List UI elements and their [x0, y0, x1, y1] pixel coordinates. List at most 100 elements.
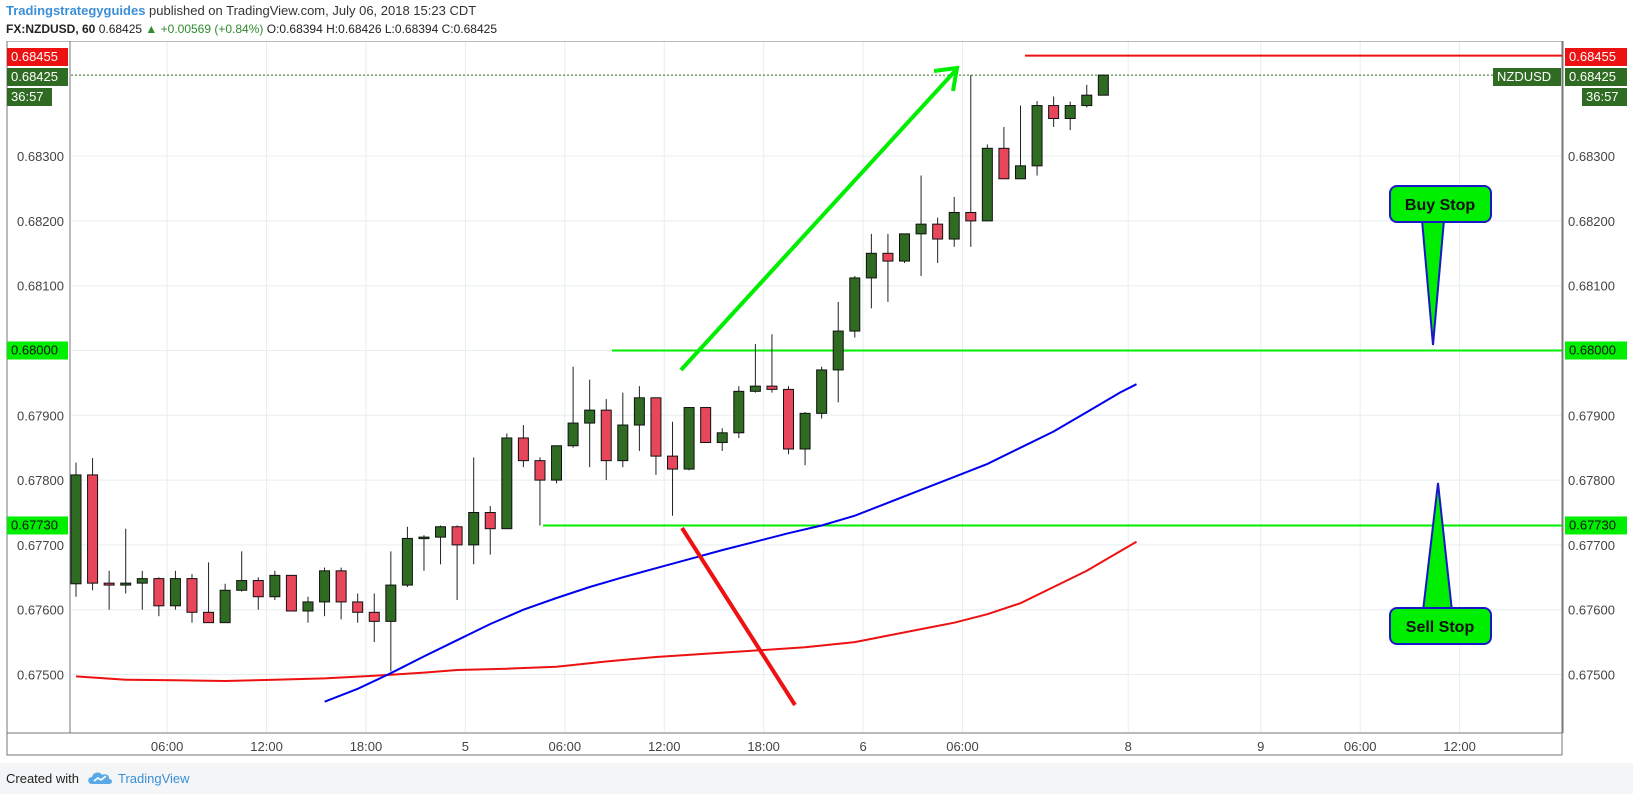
tradingview-cloud-icon — [88, 772, 112, 784]
candle-bear — [153, 578, 165, 607]
candle-bear — [700, 407, 712, 444]
candle-bear — [517, 437, 529, 462]
y-tick-label-left: 0.67700 — [17, 538, 64, 553]
candle-bull — [849, 277, 861, 332]
y-tick-label-right: 0.67600 — [1568, 603, 1615, 618]
candle-bull — [981, 147, 993, 222]
candle-bear — [932, 223, 944, 240]
right-high-tag-bg — [1565, 48, 1627, 66]
candle-bull — [865, 252, 877, 279]
candle-bull — [1014, 165, 1026, 180]
created-with-text: Created with — [6, 771, 79, 786]
high-value: 0.68426 — [338, 22, 382, 36]
candle-bear — [103, 582, 115, 586]
candle-bear — [484, 512, 496, 530]
down-trend-line — [680, 526, 797, 707]
ma-slow-line — [75, 540, 1138, 683]
left-support-tag: 0.67730 — [11, 517, 58, 532]
x-tick-label: 06:00 — [1344, 739, 1377, 754]
y-tick-label-right: 0.68100 — [1568, 279, 1615, 294]
candle-bull — [1097, 74, 1109, 96]
y-tick-label-right: 0.67500 — [1568, 668, 1615, 683]
right-last-tag-bg — [1565, 68, 1627, 86]
x-tick-label: 18:00 — [350, 739, 383, 754]
ma-fast-line — [324, 383, 1137, 703]
candle-bull — [418, 536, 430, 540]
y-tick-label-left: 0.67900 — [17, 408, 64, 423]
candle-bull — [435, 526, 447, 538]
candle-bear — [368, 611, 380, 622]
candle-bull — [501, 437, 513, 530]
right-resistance-tag: 0.68000 — [1569, 343, 1616, 358]
candle-bear — [667, 455, 679, 470]
x-tick-label: 9 — [1257, 739, 1264, 754]
sell-stop-pointer — [1422, 482, 1453, 612]
moving-averages — [75, 383, 1138, 703]
right-countdown-tag: 36:57 — [1586, 89, 1619, 104]
high-label: H: — [326, 22, 339, 36]
tradingview-link[interactable]: TradingView — [118, 771, 190, 786]
open-label: O: — [266, 22, 280, 36]
trend-arrows — [679, 65, 960, 707]
candle-bear — [203, 611, 215, 624]
right-high-tag: 0.68455 — [1569, 49, 1616, 64]
candle-bear — [352, 601, 364, 613]
right-support-tag: 0.67730 — [1569, 517, 1616, 532]
candle-bull — [584, 409, 596, 424]
close-value: 0.68425 — [453, 22, 498, 36]
left-last-tag-bg — [7, 68, 68, 86]
left-resistance-tag-bg — [7, 341, 68, 360]
y-tick-label-right: 0.67900 — [1568, 408, 1615, 423]
candle-bear — [882, 252, 894, 262]
right-support-tag-bg — [1565, 516, 1627, 535]
candle-bull — [1081, 94, 1093, 107]
left-high-tag-bg — [7, 48, 68, 66]
left-countdown-tag-bg — [7, 88, 52, 106]
plot-frame — [6, 41, 1563, 756]
y-tick-label-left: 0.68200 — [17, 214, 64, 229]
candle-bull — [899, 233, 910, 262]
up-trend-arrow — [679, 69, 957, 372]
author-link[interactable]: Tradingstrategyguides — [6, 3, 146, 18]
sell-stop-box — [1389, 607, 1492, 645]
y-tick-label-left: 0.68100 — [17, 279, 64, 294]
candle-bull — [567, 422, 579, 447]
candle-bear — [87, 474, 99, 584]
y-tick-label-right: 0.68200 — [1568, 214, 1615, 229]
x-tick-label: 06:00 — [151, 739, 184, 754]
candle-bull — [633, 397, 645, 426]
time-axis: 06:00 12:00 18:00 5 06:00 12:00 18:00 6 06:00 8 9 0… — [151, 739, 1476, 754]
candle-bear — [965, 211, 977, 222]
sell-stop-label: Sell Stop — [1406, 619, 1475, 636]
candle-bull — [915, 223, 927, 235]
buy-stop-label: Buy Stop — [1405, 197, 1475, 214]
x-tick-label: 06:00 — [946, 739, 979, 754]
candle-bull — [683, 407, 695, 470]
candle-bull — [816, 369, 828, 414]
candle-bull — [551, 445, 563, 481]
price-change: ▲ +0.00569 (+0.84%) — [145, 22, 264, 36]
x-tick-label: 8 — [1125, 739, 1132, 754]
callouts: Buy Stop Sell Stop — [1389, 185, 1492, 645]
left-countdown-tag: 36:57 — [11, 89, 44, 104]
candle-bear — [650, 397, 662, 457]
buy-stop-pointer — [1421, 219, 1445, 346]
candle-bear — [252, 580, 264, 598]
candle-bull — [269, 574, 281, 598]
candle-bull — [236, 580, 248, 591]
candle-bull — [70, 474, 82, 585]
right-resistance-tag-bg — [1565, 341, 1627, 360]
candle-bull — [716, 432, 728, 444]
y-tick-label-right: 0.68300 — [1568, 149, 1615, 164]
candle-bull — [468, 512, 480, 546]
y-tick-label-left: 0.67600 — [17, 603, 64, 618]
candle-bear — [186, 578, 198, 613]
candle-bear — [335, 570, 347, 603]
candle-bull — [385, 584, 397, 622]
left-high-tag: 0.68455 — [11, 49, 58, 64]
last-price-text: 0.68425 — [98, 22, 143, 36]
x-tick-label: 18:00 — [747, 739, 780, 754]
candle-bull — [136, 578, 148, 584]
candle-bear — [534, 460, 546, 481]
